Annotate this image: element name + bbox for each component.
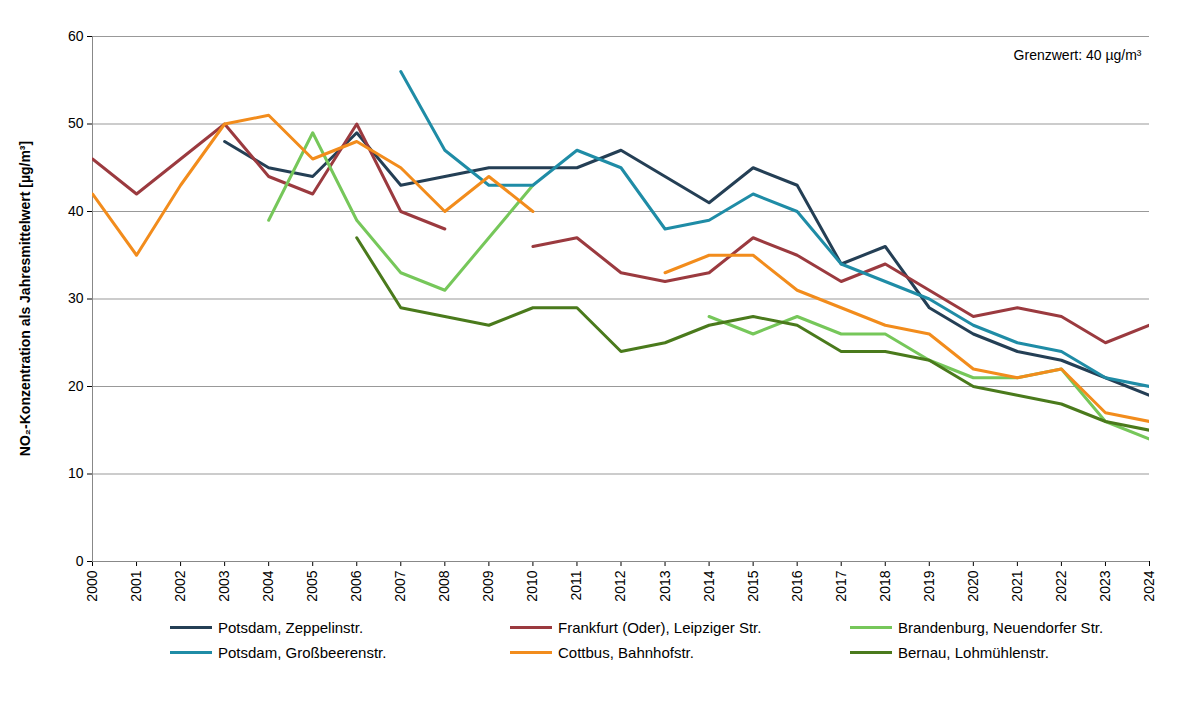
svg-text:2018: 2018 (877, 570, 893, 601)
svg-text:2017: 2017 (833, 570, 849, 601)
svg-text:2015: 2015 (745, 570, 761, 601)
svg-text:2008: 2008 (436, 570, 452, 601)
html-text:Frankfurt (Oder), Leipziger St: Frankfurt (Oder), Leipziger Str. (558, 619, 762, 636)
svg-text:2004: 2004 (260, 570, 276, 601)
svg-text:2006: 2006 (348, 570, 364, 601)
svg-text:2020: 2020 (965, 570, 981, 601)
svg-text:20: 20 (68, 378, 84, 394)
svg-text:2022: 2022 (1053, 570, 1069, 601)
svg-text:2007: 2007 (392, 570, 408, 601)
html-text:Potsdam, Zeppelinstr.: Potsdam, Zeppelinstr. (218, 619, 364, 636)
svg-text:2002: 2002 (172, 570, 188, 601)
svg-text:2000: 2000 (84, 570, 100, 601)
svg-text:10: 10 (68, 465, 84, 481)
svg-text:2012: 2012 (612, 570, 628, 601)
svg-text:2021: 2021 (1009, 570, 1025, 601)
svg-text:Grenzwert: 40 µg/m³: Grenzwert: 40 µg/m³ (1014, 47, 1142, 63)
svg-text:2011: 2011 (568, 570, 584, 600)
svg-text:2013: 2013 (657, 570, 673, 601)
svg-text:2019: 2019 (921, 570, 937, 601)
svg-text:2010: 2010 (524, 570, 540, 601)
svg-text:60: 60 (68, 28, 84, 44)
svg-text:0: 0 (76, 553, 84, 569)
svg-text:2014: 2014 (701, 570, 717, 601)
svg-text:2001: 2001 (128, 570, 144, 601)
html-text:Brandenburg, Neuendorfer Str.: Brandenburg, Neuendorfer Str. (898, 619, 1104, 636)
svg-text:2024: 2024 (1141, 570, 1157, 601)
svg-text:30: 30 (68, 290, 84, 306)
html-text:Cottbus, Bahnhofstr.: Cottbus, Bahnhofstr. (558, 644, 694, 661)
svg-text:2023: 2023 (1097, 570, 1113, 601)
html-text:Bernau, Lohmühlenstr.: Bernau, Lohmühlenstr. (898, 644, 1049, 661)
svg-text:2003: 2003 (216, 570, 232, 601)
svg-text:2009: 2009 (480, 570, 496, 601)
svg-text:2005: 2005 (304, 570, 320, 601)
svg-text:50: 50 (68, 115, 84, 131)
svg-text:2016: 2016 (789, 570, 805, 601)
html-text:Potsdam, Großbeerenstr.: Potsdam, Großbeerenstr. (218, 644, 387, 661)
svg-text:NO₂-Konzentration als Jahresmi: NO₂-Konzentration als Jahresmittelwert [… (17, 141, 33, 456)
svg-text:40: 40 (68, 203, 84, 219)
